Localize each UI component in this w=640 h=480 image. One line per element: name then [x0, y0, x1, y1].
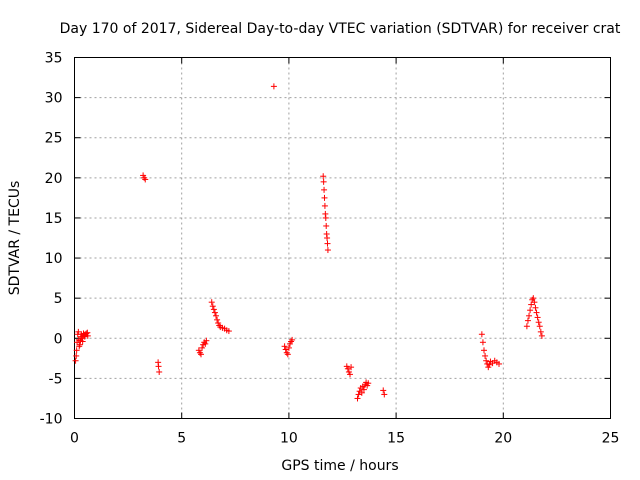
y-tick-label: 20: [45, 171, 63, 187]
data-point: [75, 328, 82, 335]
data-point: [203, 337, 210, 344]
data-point: [482, 352, 489, 359]
data-point: [213, 312, 220, 319]
data-point: [479, 339, 486, 346]
data-point: [347, 371, 354, 378]
x-tick-label: 5: [177, 431, 186, 447]
data-point: [76, 341, 83, 348]
data-point: [155, 363, 162, 370]
y-tick-label: 5: [54, 291, 63, 307]
data-point: [365, 380, 372, 387]
y-tick-label: -5: [49, 371, 63, 387]
x-tick-label: 10: [280, 431, 298, 447]
x-axis-ticks: 0 5 10 15 20 25: [70, 57, 620, 447]
data-point: [202, 340, 209, 347]
data-points: [72, 83, 545, 402]
data-point: [532, 304, 539, 311]
y-axis-ticks: -10 -5 0 5 10 15 20 25 30 35: [40, 51, 611, 428]
y-tick-label: 10: [45, 251, 63, 267]
data-point: [524, 317, 531, 324]
data-point: [214, 316, 221, 323]
data-point: [72, 357, 79, 364]
data-point: [281, 343, 288, 350]
data-point: [531, 299, 538, 306]
data-point: [355, 391, 362, 398]
y-tick-label: 30: [45, 91, 63, 107]
data-point: [323, 222, 330, 229]
x-tick-label: 0: [70, 431, 79, 447]
data-point: [381, 391, 388, 398]
y-tick-label: -10: [40, 412, 63, 428]
data-point: [208, 299, 215, 306]
data-point: [481, 347, 488, 354]
data-point: [354, 395, 361, 402]
data-point: [528, 301, 535, 308]
x-tick-label: 25: [602, 431, 620, 447]
data-point: [530, 295, 537, 302]
data-point: [526, 312, 533, 319]
data-point: [486, 361, 493, 368]
data-point: [142, 176, 149, 183]
data-point: [284, 351, 291, 358]
data-point: [156, 368, 163, 375]
data-point: [538, 332, 545, 339]
data-point: [225, 328, 232, 335]
data-point: [282, 346, 289, 353]
x-axis-label: GPS time / hours: [281, 458, 398, 474]
x-tick-label: 20: [494, 431, 512, 447]
grid-lines: [74, 57, 611, 419]
data-point: [211, 309, 218, 316]
data-point: [380, 387, 387, 394]
data-point: [527, 307, 534, 314]
y-axis-label: SDTVAR / TECUs: [7, 181, 23, 296]
data-point: [197, 351, 204, 358]
data-point: [84, 332, 91, 339]
y-tick-label: 0: [54, 331, 63, 347]
data-point: [523, 323, 530, 330]
y-tick-label: 35: [45, 51, 63, 67]
data-point: [321, 202, 328, 209]
data-point: [324, 247, 331, 254]
data-point: [324, 240, 331, 247]
data-point: [321, 194, 328, 201]
plot-frame: [74, 57, 611, 419]
data-point: [483, 357, 490, 364]
data-point: [321, 186, 328, 193]
data-point: [285, 344, 292, 351]
data-point: [324, 235, 331, 241]
data-point: [537, 328, 544, 335]
data-point: [270, 83, 277, 90]
data-point: [320, 178, 327, 185]
data-point: [348, 364, 355, 371]
y-tick-label: 25: [45, 131, 63, 147]
data-point: [289, 336, 296, 343]
chart-title: Day 170 of 2017, Sidereal Day-to-day VTE…: [60, 21, 621, 37]
data-point: [534, 314, 541, 321]
data-point: [533, 309, 540, 316]
data-point: [344, 365, 351, 372]
data-point: [496, 360, 503, 367]
data-point: [210, 306, 217, 313]
data-point: [478, 331, 485, 338]
data-point: [320, 173, 327, 180]
data-point: [73, 347, 80, 354]
x-tick-label: 15: [387, 431, 405, 447]
data-point: [79, 338, 86, 345]
data-point: [536, 323, 543, 330]
data-point: [209, 303, 216, 310]
data-point: [199, 344, 206, 351]
data-point: [535, 319, 542, 326]
data-point: [322, 214, 329, 221]
data-point: [360, 386, 367, 393]
y-tick-label: 15: [45, 211, 63, 227]
data-point: [358, 389, 365, 396]
data-point: [73, 352, 80, 359]
